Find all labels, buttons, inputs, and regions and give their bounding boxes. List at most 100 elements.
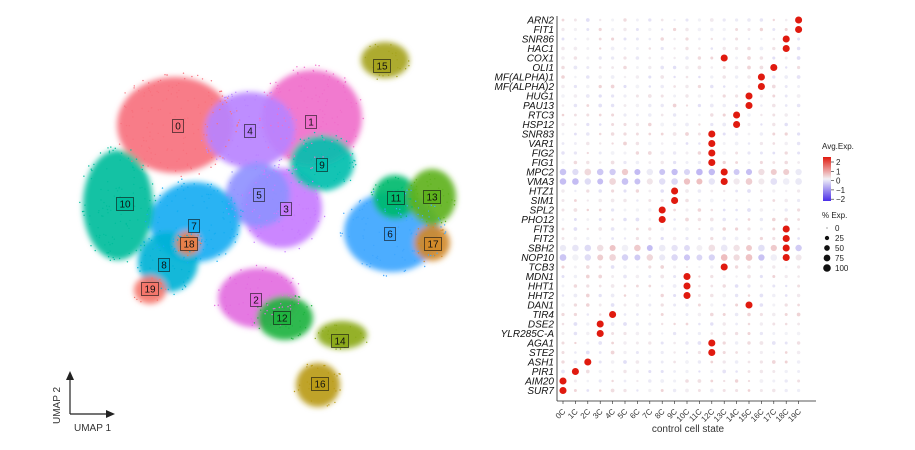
dot-SPL2-11C [697, 208, 702, 212]
dot-MF(ALPHA)2-12C [710, 84, 714, 89]
dot-SNR83-5C [623, 132, 627, 136]
cluster-points-13 [408, 173, 456, 224]
dot-FIG1-4C [610, 160, 615, 165]
dot-TCB3-13C [720, 263, 728, 271]
gene-label: SNR86 [522, 35, 555, 46]
svg-text:19: 19 [144, 285, 156, 296]
dot-HHT2-4C [610, 293, 615, 298]
dot-RTC3-4C [611, 113, 615, 117]
dot-ASH1-4C [610, 360, 615, 364]
dot-MDN1-2C [585, 274, 590, 279]
dot-FIG2-9C [672, 151, 677, 155]
dot-SNR86-4C [611, 37, 615, 41]
dot-OLI1-0C [561, 65, 565, 70]
dot-SPL2-15C [747, 208, 751, 212]
dot-SNR83-2C [586, 132, 590, 136]
dot-SIM1-2C [586, 199, 589, 202]
dot-HUG1-5C [623, 94, 627, 98]
dot-FIT3-16C [759, 227, 763, 231]
dot-VAR1-3C [598, 142, 602, 145]
dot-PHO12-11C [697, 217, 702, 222]
dot-HHT1-11C [698, 284, 701, 288]
dot-RTC3-19C [797, 113, 800, 117]
dot-HAC1-11C [698, 47, 701, 50]
dot-SIM1-9C [671, 196, 679, 205]
dot-HAC1-19C [796, 46, 801, 51]
dot-COX1-14C [735, 56, 739, 60]
dot-SBH2-6C [634, 244, 641, 252]
dot-FIG2-13C [722, 151, 727, 155]
dot-SPL2-14C [735, 208, 738, 212]
dot-DSE2-4C [610, 322, 615, 326]
dot-COX1-12C [710, 56, 714, 60]
dot-TCB3-16C [759, 265, 764, 269]
dot-SNR83-7C [648, 132, 652, 136]
dot-FIT1-8C [661, 28, 664, 31]
dot-FIG2-0C [561, 151, 565, 155]
dot-NOP10-4C [609, 254, 616, 261]
svg-text:15: 15 [376, 62, 388, 73]
dot-MDN1-6C [635, 274, 640, 279]
dot-FIG1-19C [797, 161, 800, 164]
size-legend-dot [826, 227, 828, 229]
dot-HHT1-15C [747, 284, 751, 288]
dot-HTZ1-16C [759, 189, 763, 193]
svg-text:16: 16 [314, 380, 326, 391]
dot-AIM20-7C [648, 379, 652, 383]
dot-FIG1-17C [772, 161, 776, 164]
dot-AIM20-11C [697, 379, 702, 383]
cluster-label-16: 16 [311, 377, 329, 391]
dot-HHT2-6C [635, 293, 640, 298]
dot-ASH1-11C [697, 360, 702, 364]
dot-HUG1-2C [585, 94, 590, 98]
dot-COX1-4C [610, 56, 615, 60]
dot-MDN1-12C [710, 274, 714, 279]
dot-DAN1-15C [745, 301, 753, 309]
dot-SNR83-17C [772, 132, 776, 136]
dot-OLI1-3C [598, 66, 602, 69]
dot-TIR4-7C [648, 313, 652, 316]
dot-HAC1-4C [610, 46, 615, 51]
dot-SPL2-5C [623, 208, 627, 212]
dot-HHT2-14C [734, 293, 739, 298]
cluster-points-5 [226, 161, 292, 230]
dot-STE2-7C [647, 350, 652, 355]
dot-HUG1-8C [660, 94, 664, 98]
dot-SNR83-0C [561, 132, 565, 136]
dot-SBH2-8C [658, 244, 666, 252]
dot-FIT3-4C [610, 227, 615, 231]
dot-YLR285C-A-2C [586, 331, 590, 336]
cluster-label-7: 7 [188, 219, 200, 233]
dot-FIG2-12C [708, 149, 716, 157]
dot-RTC3-8C [660, 113, 664, 117]
dot-VMA3-18C [782, 178, 790, 185]
dot-HHT2-19C [796, 293, 801, 298]
dot-HUG1-1C [573, 94, 578, 98]
size-legend-title: % Exp. [822, 211, 847, 220]
gene-label: SBH2 [528, 244, 555, 255]
dot-SIM1-4C [610, 198, 615, 203]
dot-HHT2-15C [747, 294, 751, 297]
dot-SNR86-6C [635, 37, 639, 41]
dot-SIM1-15C [747, 199, 751, 202]
dot-VAR1-2C [586, 141, 590, 146]
dot-ASH1-19C [796, 360, 801, 364]
cluster-points-10 [79, 146, 157, 263]
dot-HTZ1-3C [598, 189, 602, 193]
dot-PAU13-10C [685, 104, 689, 107]
dot-HHT1-1C [573, 284, 578, 288]
dot-PIR1-9C [673, 370, 676, 373]
svg-text:6: 6 [387, 230, 393, 241]
dot-MF(ALPHA)2-14C [735, 85, 738, 88]
dot-SNR86-3C [598, 37, 602, 41]
dot-PHO12-0C [561, 218, 565, 221]
gene-label: PIR1 [532, 367, 554, 378]
dot-SPL2-12C [710, 208, 714, 212]
dot-MDN1-8C [660, 274, 665, 279]
dot-PAU13-6C [635, 103, 640, 108]
svg-text:14: 14 [334, 337, 346, 348]
dot-PIR1-15C [747, 370, 751, 373]
gene-label: TIR4 [532, 310, 554, 321]
dot-DAN1-19C [797, 303, 800, 307]
dot-HUG1-9C [673, 94, 677, 98]
